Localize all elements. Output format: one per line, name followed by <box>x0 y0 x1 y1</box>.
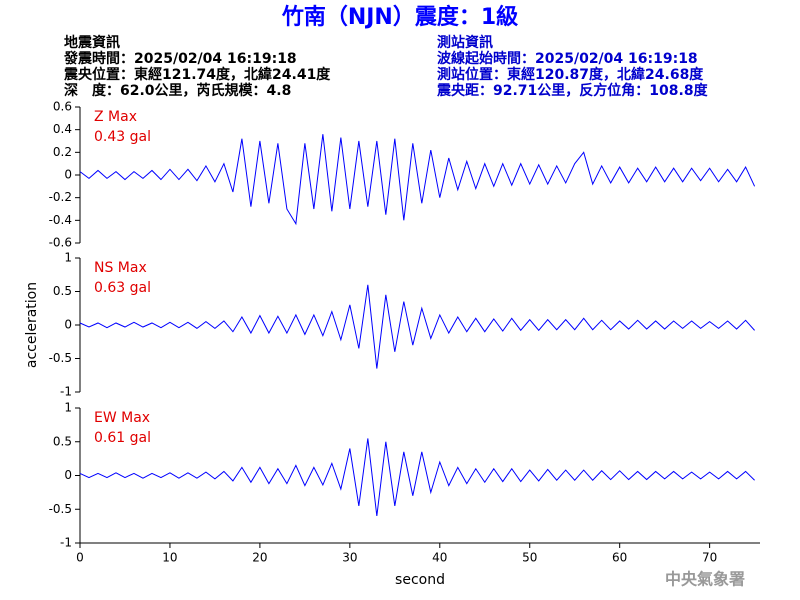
y-tick-label: -0.5 <box>49 502 72 516</box>
y-tick-label: 0.6 <box>53 100 72 114</box>
waveform <box>79 284 755 369</box>
peak-value: 0.43 gal <box>94 129 151 145</box>
waveform <box>79 134 756 226</box>
panel-label: Z Max <box>94 109 137 125</box>
info-line: 發震時間：2025/02/04 16:19:18 <box>63 50 297 67</box>
x-tick-label: 60 <box>612 551 627 565</box>
x-tick-label: 40 <box>432 551 447 565</box>
x-tick-label: 20 <box>252 551 267 565</box>
y-tick-label: -1 <box>60 536 72 550</box>
y-tick-label: 0 <box>64 468 72 482</box>
x-tick-label: 50 <box>522 551 537 565</box>
watermark: 中央氣象署 <box>665 570 745 589</box>
station-line: 波線起始時間：2025/02/04 16:19:18 <box>437 50 698 67</box>
chart-title: 竹南（NJN）震度：1級 <box>281 4 518 30</box>
info-heading: 地震資訊 <box>64 34 120 51</box>
x-tick-label: 70 <box>702 551 717 565</box>
y-tick-label: -0.5 <box>49 351 72 365</box>
station-line: 震央距：92.71公里，反方位角：108.8度 <box>436 82 709 99</box>
y-tick-label: 0.4 <box>53 122 72 136</box>
y-tick-label: 0.5 <box>53 284 72 298</box>
x-tick-label: 30 <box>342 551 357 565</box>
y-tick-label: 1 <box>64 251 72 265</box>
info-line: 震央位置：東經121.74度，北緯24.41度 <box>63 66 331 83</box>
info-line: 深 度：62.0公里，芮氏規模：4.8 <box>64 82 291 99</box>
station-heading: 測站資訊 <box>437 34 493 51</box>
panel-label: NS Max <box>94 260 147 276</box>
peak-value: 0.63 gal <box>94 280 151 296</box>
peak-value: 0.61 gal <box>94 430 151 446</box>
waveform <box>79 438 755 517</box>
station-line: 測站位置：東經120.87度，北緯24.68度 <box>437 66 704 83</box>
panel-label: EW Max <box>94 410 150 426</box>
x-axis-title: second <box>395 572 445 588</box>
y-tick-label: 0.2 <box>53 145 72 159</box>
y-tick-label: 0.5 <box>53 434 72 448</box>
y-tick-label: -0.6 <box>49 236 72 250</box>
y-tick-label: 0 <box>64 168 72 182</box>
y-tick-label: -1 <box>60 385 72 399</box>
x-tick-label: 10 <box>162 551 177 565</box>
y-tick-label: 1 <box>64 401 72 415</box>
y-tick-label: -0.4 <box>49 213 72 227</box>
x-tick-label: 0 <box>76 551 84 565</box>
y-tick-label: 0 <box>64 318 72 332</box>
y-axis-title: acceleration <box>24 282 40 368</box>
y-tick-label: -0.2 <box>49 190 72 204</box>
